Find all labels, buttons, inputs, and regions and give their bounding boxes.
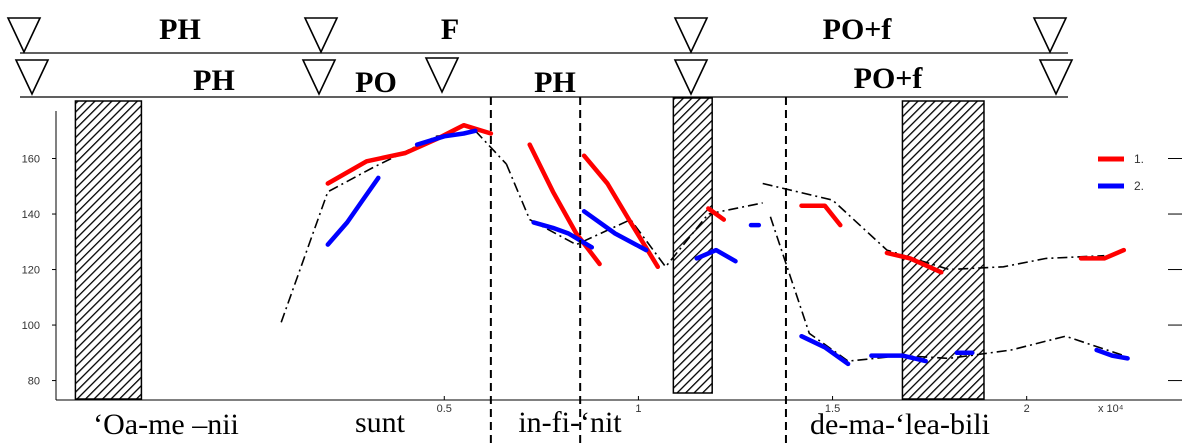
tier2-label: PH: [534, 66, 576, 99]
legend-label-1: 1.: [1134, 152, 1144, 166]
series-2-line: [325, 175, 381, 247]
tier2-triangle-marker: [1038, 59, 1074, 96]
y-tick-label: 140: [22, 209, 40, 221]
x-exponent-label: x 10⁴: [1098, 403, 1124, 415]
legend-label-2: 2.: [1134, 179, 1144, 193]
series-2-line: [694, 247, 738, 264]
tier-markers: [6, 17, 1074, 96]
syllable-label: de-ma-‘lea-bili: [810, 408, 990, 441]
series-2-line: [414, 128, 478, 147]
hatched-bars: [74, 97, 985, 400]
hatched-bar: [672, 97, 713, 394]
x-tick-label: 1: [635, 403, 641, 415]
hatched-bar: [74, 100, 143, 400]
x-tick-label: 1.5: [825, 403, 840, 415]
legend: 1. 2.: [1098, 152, 1144, 193]
phrase-boundaries: [489, 97, 787, 444]
syllable-label: sunt: [355, 406, 406, 439]
x-tick-label: 2: [1024, 403, 1030, 415]
hatched-bar: [901, 100, 985, 400]
x-tick-label: 0.5: [437, 403, 452, 415]
tier1-label: PH: [159, 13, 201, 46]
tier2-triangle-marker: [14, 59, 50, 96]
y-tick-label: 100: [22, 320, 40, 332]
tier2-label: PO: [355, 66, 397, 99]
series-1-line: [527, 142, 602, 267]
tier1-triangle-marker: [6, 17, 42, 54]
tier1-triangle-marker: [1032, 17, 1068, 54]
syllable-label: ‘Oa-me –nii: [93, 408, 239, 441]
series-2-line: [531, 220, 595, 250]
series-1-line: [799, 203, 843, 228]
stylized-contour-line: [505, 163, 763, 269]
stylized-contour-line: [762, 182, 1105, 271]
tier2-label: PO+f: [854, 62, 924, 95]
series-1-line: [884, 250, 944, 275]
syllable-label: in-fi-‘nit: [518, 406, 622, 439]
tier1-triangle-marker: [673, 17, 709, 54]
series-1-line: [706, 206, 727, 222]
stylized-contour-line: [769, 216, 1125, 362]
series-1-line: [325, 122, 494, 186]
series-2-line: [799, 333, 851, 367]
tier2-triangle-marker: [424, 57, 460, 94]
series-1-line: [581, 153, 661, 270]
tier2-label: PH: [193, 64, 235, 97]
y-tick-label: 120: [22, 265, 40, 277]
right-edge-ticks: [1168, 158, 1182, 382]
series-2-line: [1094, 347, 1130, 361]
y-tick-label: 160: [22, 154, 40, 166]
series-1-line: [1078, 247, 1127, 261]
series-2-line: [581, 209, 649, 253]
pitch-series: [325, 122, 1130, 367]
tier2-triangle-marker: [673, 59, 709, 96]
y-tick-label: 80: [28, 376, 40, 388]
tier2-triangle-marker: [301, 59, 337, 96]
y-ticks: 80 100 120 140 160: [22, 154, 56, 388]
tier1-label: PO+f: [823, 13, 893, 46]
stylized-contour-line: [280, 129, 507, 323]
tier1-label: F: [441, 13, 459, 46]
x-ticks: 0.5 1 1.5 2: [437, 396, 1030, 415]
series-2-line: [869, 353, 928, 364]
tier1-triangle-marker: [303, 17, 339, 54]
